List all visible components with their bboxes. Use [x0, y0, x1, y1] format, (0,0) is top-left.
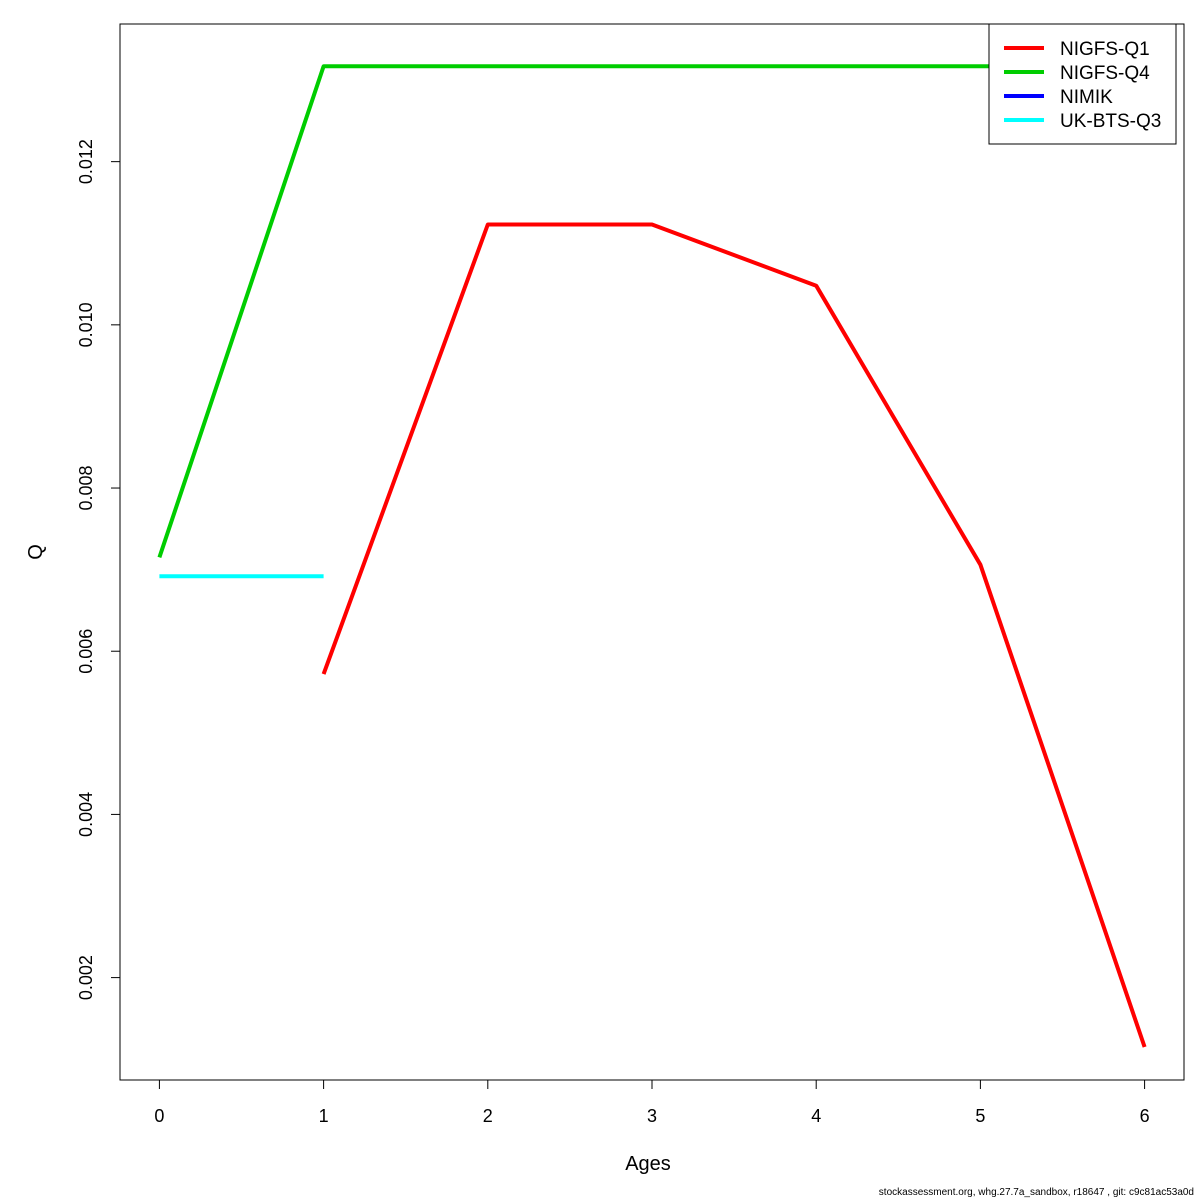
x-tick-label: 3: [647, 1106, 657, 1126]
legend-label: NIGFS-Q1: [1060, 39, 1150, 60]
footer-credit: stockassessment.org, whg.27.7a_sandbox, …: [878, 1187, 1194, 1198]
legend: NIGFS-Q1 NIGFS-Q4 NIMIK UK-BTS-Q3: [988, 23, 1177, 145]
y-tick-label: 0.010: [76, 302, 96, 347]
plot-frame: [119, 23, 1185, 1081]
x-tick-label: 5: [975, 1106, 985, 1126]
series-line-nigfs-q4: [157, 64, 1145, 559]
legend-label: UK-BTS-Q3: [1060, 111, 1161, 132]
x-tick-label: 2: [483, 1106, 493, 1126]
legend-label: NIGFS-Q4: [1060, 63, 1150, 84]
y-axis-title: Q: [25, 544, 47, 560]
series-layer: [157, 64, 1147, 1048]
x-axis-title: Ages: [625, 1153, 671, 1175]
y-tick-label: 0.008: [76, 466, 96, 511]
y-tick-label: 0.012: [76, 139, 96, 184]
y-axis: 0.002 0.004 0.006 0.008 0.010 0.012: [76, 139, 121, 1000]
y-tick-label: 0.002: [76, 955, 96, 1000]
y-tick-label: 0.006: [76, 629, 96, 674]
legend-box: [988, 23, 1177, 145]
x-tick-label: 6: [1140, 1106, 1150, 1126]
series-line-nigfs-q1: [321, 222, 1147, 1048]
x-tick-label: 0: [154, 1106, 164, 1126]
x-tick-label: 4: [811, 1106, 821, 1126]
x-axis: 0 1 2 3 4 5 6: [154, 1079, 1150, 1126]
legend-label: NIMIK: [1060, 87, 1113, 108]
x-tick-label: 1: [319, 1106, 329, 1126]
y-tick-label: 0.004: [76, 792, 96, 837]
